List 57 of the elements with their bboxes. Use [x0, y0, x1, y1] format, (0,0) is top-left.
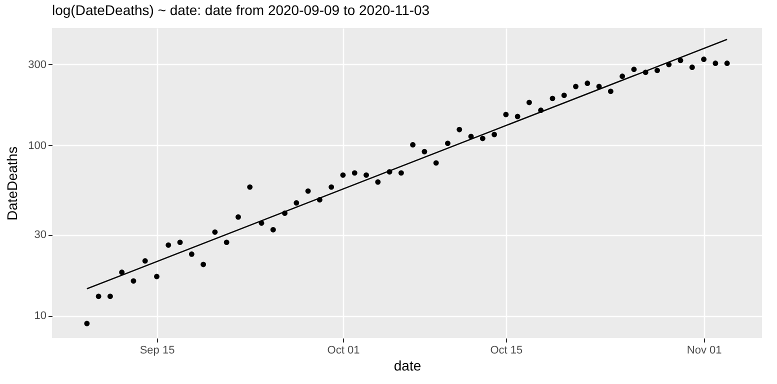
point: [701, 56, 707, 62]
point: [620, 74, 626, 80]
x-axis-title: date: [394, 358, 422, 374]
point: [724, 60, 730, 66]
point: [654, 68, 660, 74]
x-tick-label: Oct 15: [490, 344, 523, 356]
point: [456, 126, 462, 132]
point: [177, 240, 183, 246]
point: [212, 229, 218, 235]
y-tick-label: 100: [28, 140, 46, 152]
x-tick-label: Oct 01: [327, 344, 360, 356]
point: [712, 60, 718, 66]
point: [305, 188, 311, 194]
y-axis-title: DateDeaths: [4, 146, 20, 220]
point: [689, 64, 695, 70]
point: [410, 142, 416, 148]
point: [503, 112, 509, 118]
point: [422, 148, 428, 154]
x-tick-label: Nov 01: [686, 344, 722, 356]
point: [107, 294, 113, 300]
point: [433, 160, 439, 166]
point: [398, 170, 404, 176]
point: [631, 66, 637, 72]
point: [294, 200, 300, 206]
point: [235, 214, 241, 220]
point: [526, 100, 532, 106]
point: [154, 274, 160, 280]
point: [84, 320, 90, 326]
y-tick-label: 300: [28, 58, 46, 71]
point: [492, 132, 498, 138]
point: [445, 140, 450, 146]
point: [573, 84, 579, 90]
y-tick-label: 10: [34, 310, 46, 322]
point: [608, 88, 614, 94]
y-tick-label: 30: [34, 229, 46, 242]
point: [224, 240, 230, 246]
chart-title: log(DateDeaths) ~ date: date from 2020-09-09 to 2020-11-03: [52, 2, 430, 18]
point: [247, 184, 253, 190]
point: [142, 258, 148, 264]
point: [96, 294, 102, 300]
point: [375, 179, 381, 185]
point: [364, 172, 369, 178]
point: [130, 278, 136, 284]
point: [166, 242, 172, 248]
point: [119, 270, 125, 276]
point: [514, 114, 520, 120]
point: [584, 80, 590, 86]
point: [200, 262, 206, 268]
point: [352, 170, 358, 176]
point: [480, 136, 486, 142]
point: [340, 172, 346, 178]
point: [328, 184, 334, 190]
x-tick-label: Sep 15: [140, 344, 175, 356]
point: [550, 96, 556, 102]
point: [561, 92, 567, 98]
point: [188, 251, 194, 257]
point: [270, 227, 276, 232]
